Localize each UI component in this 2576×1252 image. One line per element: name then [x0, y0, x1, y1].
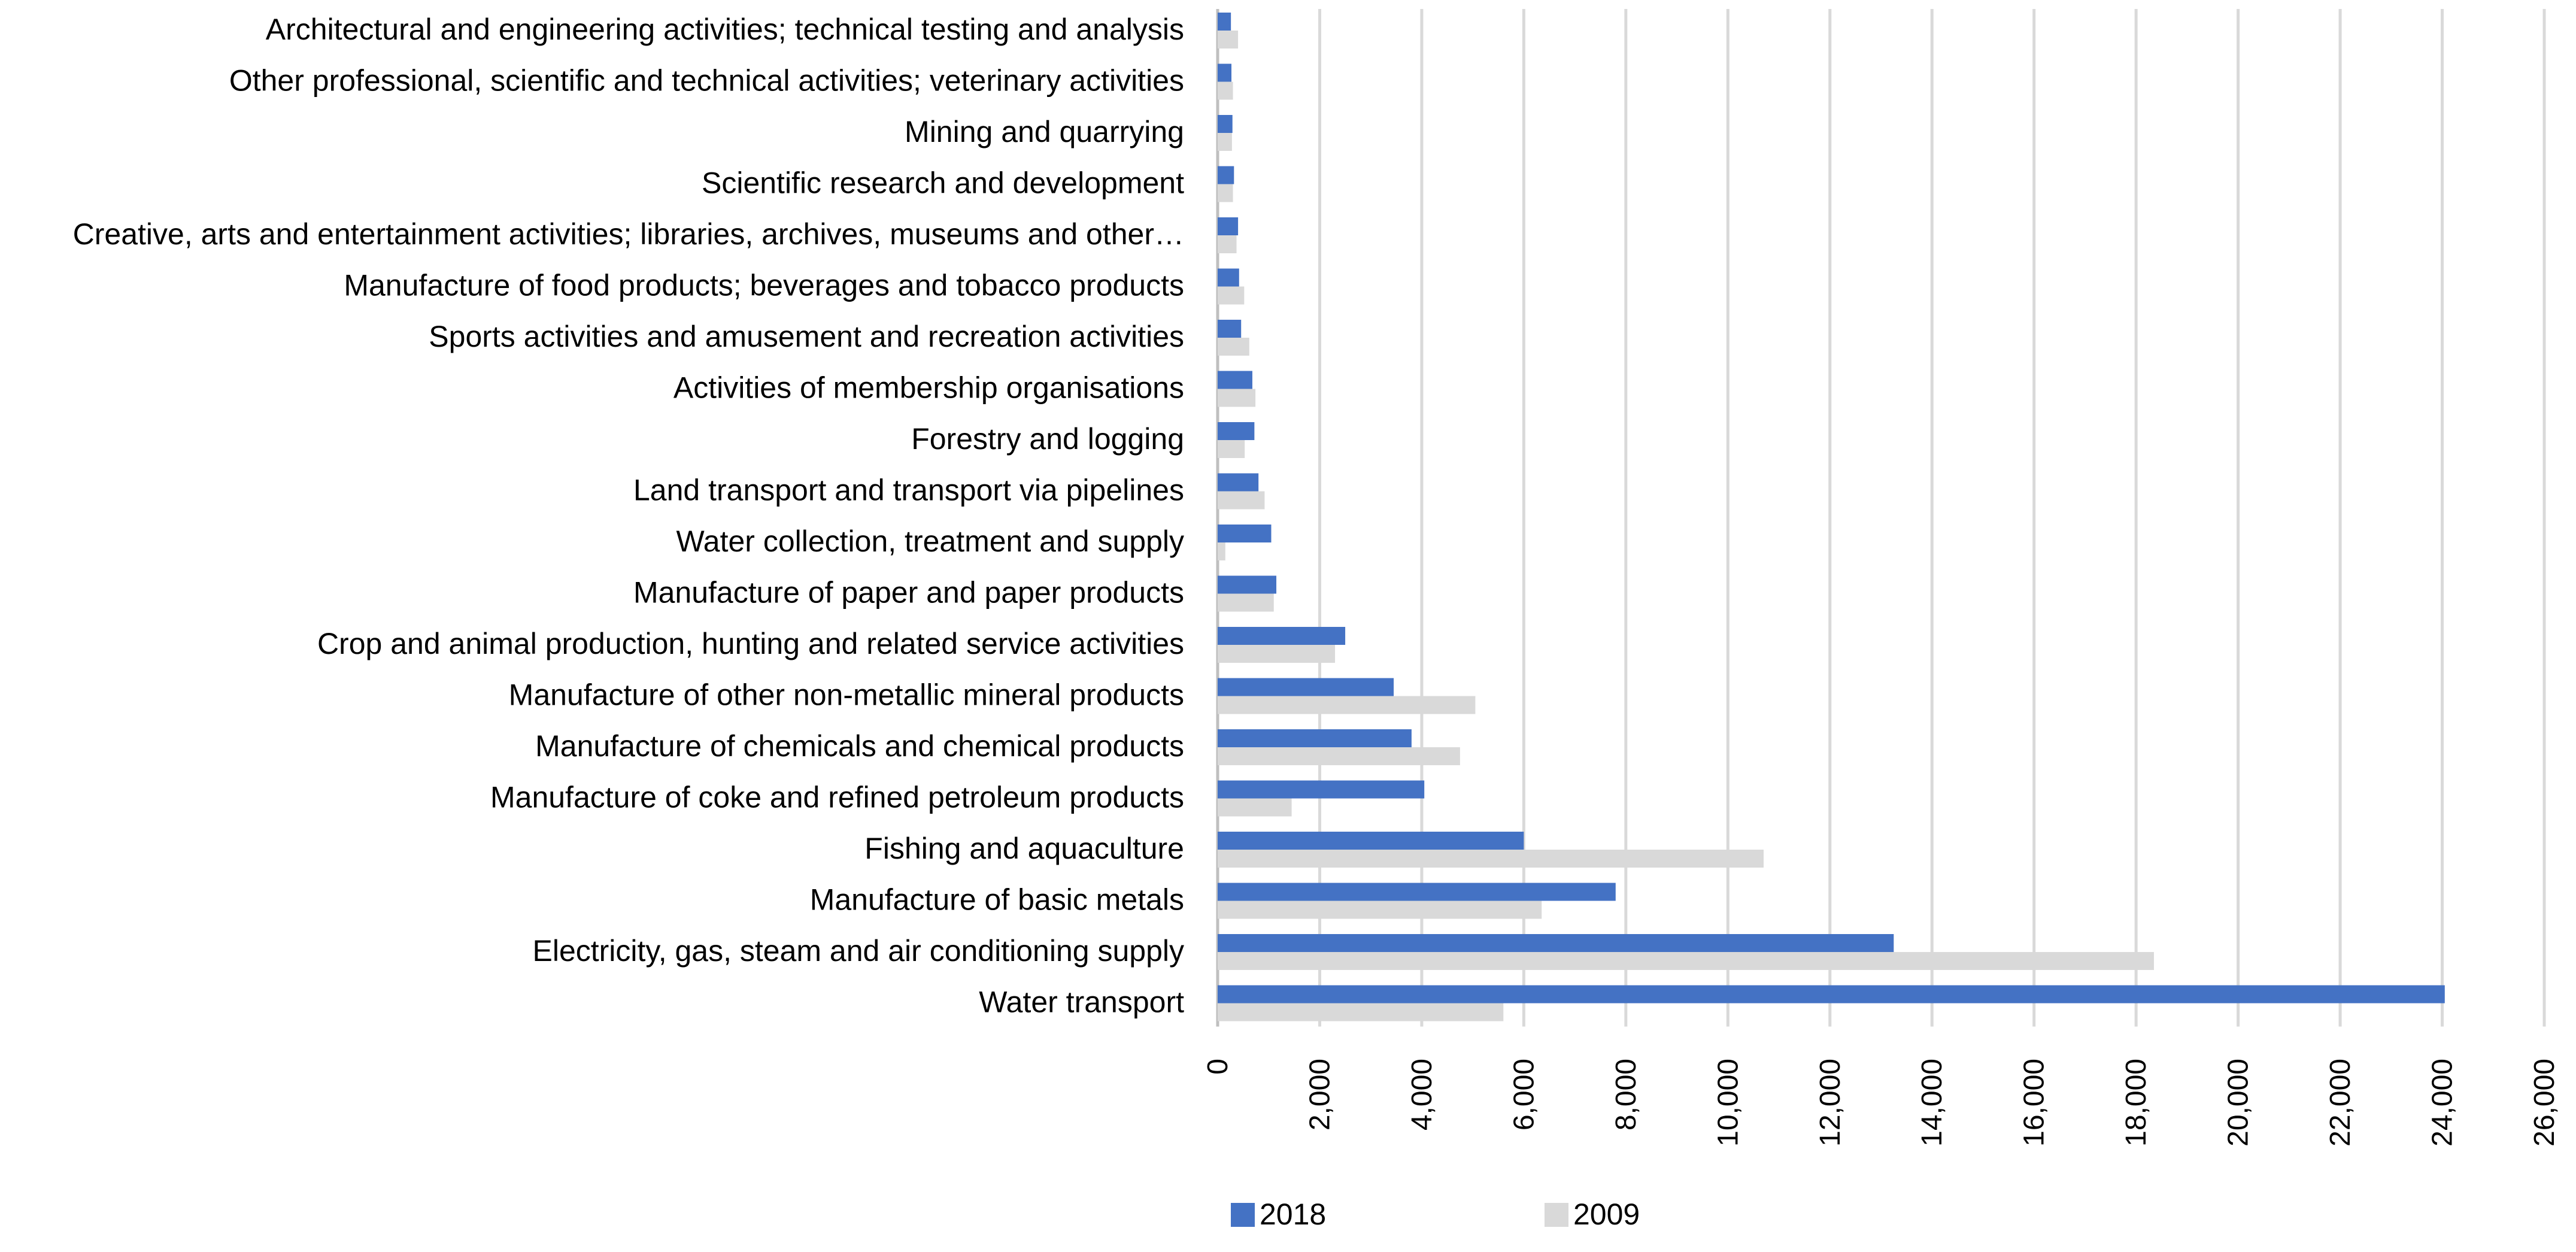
category-label: Water transport [979, 986, 1184, 1019]
bar-2009 [1218, 491, 1265, 510]
category-labels: Architectural and engineering activities… [73, 13, 1184, 1019]
legend: 2018 2009 [1231, 1198, 1640, 1231]
bar-2009 [1218, 338, 1249, 356]
bar-2018 [1218, 268, 1239, 287]
category-label: Water collection, treatment and supply [676, 525, 1184, 558]
bar-2018 [1218, 729, 1412, 747]
x-tick-label: 26,000 [2529, 1059, 2560, 1147]
x-tick-label: 16,000 [2019, 1059, 2050, 1147]
bar-2018 [1218, 627, 1346, 645]
bar-2009 [1218, 81, 1233, 100]
bar-2009 [1218, 798, 1292, 817]
category-label: Activities of membership organisations [673, 371, 1184, 405]
bars [1218, 13, 2445, 1021]
category-label: Crop and animal production, hunting and … [317, 627, 1184, 660]
bar-2018 [1218, 832, 1524, 850]
bar-2018 [1218, 780, 1425, 799]
bar-2009 [1218, 645, 1336, 663]
bar-2009 [1218, 184, 1233, 202]
x-tick-label: 2,000 [1304, 1059, 1336, 1130]
category-label: Forestry and logging [911, 422, 1184, 456]
bar-2009 [1218, 389, 1256, 407]
category-label: Manufacture of coke and refined petroleu… [490, 781, 1184, 814]
x-tick-label: 22,000 [2325, 1059, 2356, 1147]
x-tick-label: 24,000 [2427, 1059, 2459, 1147]
category-label: Manufacture of food products; beverages … [344, 269, 1184, 302]
x-tick-label: 6,000 [1508, 1059, 1540, 1130]
legend-swatch-2018 [1231, 1203, 1255, 1227]
category-label: Mining and quarrying [905, 115, 1184, 148]
bar-2018 [1218, 985, 2445, 1004]
bar-2018 [1218, 371, 1252, 389]
bar-2018 [1218, 217, 1239, 235]
bar-2009 [1218, 747, 1460, 765]
x-axis-tick-labels: 0 2,000 4,000 6,000 8,000 10,000 12,000 14,000 1… [1202, 1059, 2560, 1147]
bar-2009 [1218, 31, 1239, 48]
x-tick-label: 10,000 [1712, 1059, 1744, 1147]
bar-2009 [1218, 1003, 1504, 1021]
category-label: Manufacture of chemicals and chemical pr… [535, 729, 1184, 763]
legend-label-2009: 2009 [1573, 1198, 1640, 1231]
bar-2018 [1218, 678, 1394, 696]
category-label: Manufacture of basic metals [810, 883, 1184, 917]
bar-2018 [1218, 166, 1234, 184]
category-label: Manufacture of other non-metallic minera… [509, 678, 1184, 712]
x-tick-label: 14,000 [1916, 1059, 1948, 1147]
legend-swatch-2009 [1545, 1203, 1568, 1227]
bar-2009 [1218, 440, 1245, 458]
x-tick-label: 20,000 [2223, 1059, 2255, 1147]
bar-2018 [1218, 63, 1232, 82]
x-tick-label: 18,000 [2120, 1059, 2152, 1147]
bar-2009 [1218, 952, 2154, 970]
bar-2018 [1218, 883, 1616, 901]
bar-2009 [1218, 235, 1237, 253]
bar-2018 [1218, 575, 1277, 594]
category-label: Manufacture of paper and paper products [633, 576, 1184, 610]
bar-2018 [1218, 525, 1272, 542]
bar-2009 [1218, 850, 1764, 868]
category-label: Scientific research and development [702, 166, 1184, 200]
bar-2018 [1218, 320, 1242, 338]
bar-2018 [1218, 422, 1255, 440]
bar-2009 [1218, 696, 1476, 714]
bar-2018 [1218, 13, 1231, 31]
gridlines [1216, 9, 2546, 1027]
bar-2009 [1218, 133, 1232, 151]
category-label: Creative, arts and entertainment activit… [73, 217, 1184, 251]
category-label: Electricity, gas, steam and air conditio… [532, 934, 1184, 968]
category-label: Fishing and aquaculture [864, 832, 1184, 865]
x-tick-label: 4,000 [1406, 1059, 1438, 1130]
bar-2009 [1218, 593, 1274, 612]
bar-2009 [1218, 542, 1225, 560]
bar-2018 [1218, 115, 1233, 133]
x-tick-label: 8,000 [1610, 1059, 1642, 1130]
category-label: Sports activities and amusement and recr… [429, 320, 1184, 353]
category-label: Other professional, scientific and techn… [229, 64, 1184, 98]
bar-2009 [1218, 901, 1542, 919]
legend-label-2018: 2018 [1260, 1198, 1326, 1231]
bar-2009 [1218, 286, 1245, 305]
category-label: Architectural and engineering activities… [266, 13, 1184, 46]
category-label: Land transport and transport via pipelin… [633, 474, 1184, 507]
bar-2018 [1218, 473, 1259, 492]
bar-2018 [1218, 934, 1894, 952]
x-tick-label: 0 [1202, 1059, 1234, 1075]
x-tick-label: 12,000 [1815, 1059, 1846, 1147]
